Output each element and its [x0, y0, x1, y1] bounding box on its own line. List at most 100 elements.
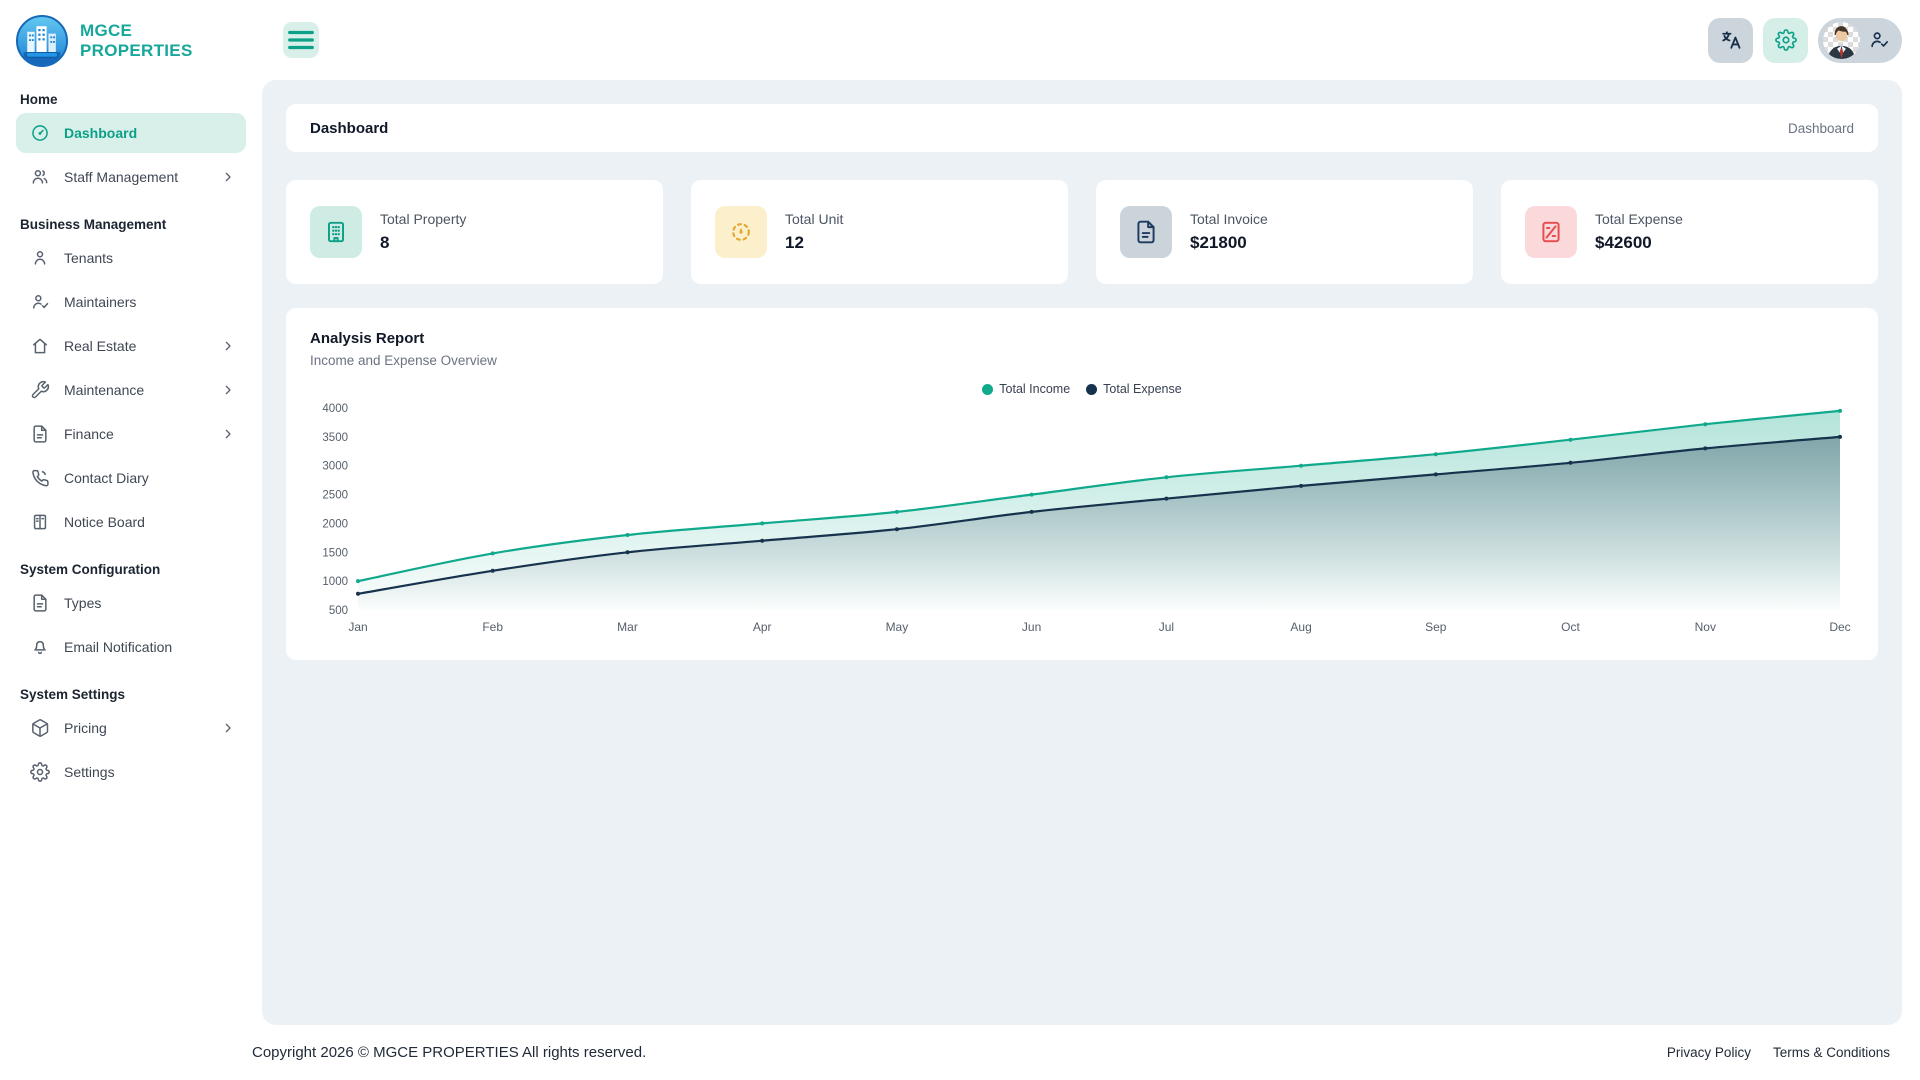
stats-row: Total Property 8 Total Unit 12 Total Invoice… — [286, 180, 1878, 284]
topbar — [262, 0, 1920, 80]
sidebar-item-pricing[interactable]: Pricing — [16, 708, 246, 748]
sidebar-item-label: Notice Board — [64, 514, 145, 530]
sidebar-item-label: Pricing — [64, 720, 107, 736]
sidebar-toggle-button[interactable] — [283, 22, 319, 58]
stat-value: 8 — [380, 233, 390, 252]
stat-value: $42600 — [1595, 233, 1652, 252]
data-point — [356, 579, 360, 584]
sidebar-item-dashboard[interactable]: Dashboard — [16, 113, 246, 153]
avatar — [1823, 21, 1860, 59]
legend-item-total-expense[interactable]: Total Expense — [1086, 382, 1182, 396]
sidebar-item-label: Types — [64, 595, 102, 611]
y-tick-label: 2000 — [322, 518, 348, 530]
dashboard-icon — [30, 123, 50, 143]
stat-text: Total Unit 12 — [785, 211, 843, 253]
sidebar-item-types[interactable]: Types — [16, 583, 246, 623]
sidebar-item-contact-diary[interactable]: Contact Diary — [16, 458, 246, 498]
sidebar-item-staff-management[interactable]: Staff Management — [16, 157, 246, 197]
hamburger-icon — [283, 22, 319, 58]
stat-label: Total Unit — [785, 211, 844, 227]
sidebar-item-finance[interactable]: Finance — [16, 414, 246, 454]
expense-icon — [1525, 206, 1577, 258]
data-point — [1433, 472, 1438, 477]
y-tick-label: 500 — [329, 605, 348, 617]
data-point — [1164, 475, 1169, 480]
data-point — [760, 538, 765, 543]
sidebar-item-maintenance[interactable]: Maintenance — [16, 370, 246, 410]
data-point — [490, 568, 495, 573]
sidebar-item-label: Email Notification — [64, 639, 173, 655]
user-check-icon — [1868, 29, 1890, 51]
data-point — [1029, 492, 1034, 497]
footer-link-terms-and-conditions[interactable]: Terms & Conditions — [1772, 1045, 1890, 1060]
profile-button[interactable] — [1818, 17, 1902, 63]
translate-button[interactable] — [1708, 17, 1753, 63]
stat-card-total-expense[interactable]: Total Expense $42600 — [1501, 180, 1878, 284]
legend-label: Total Expense — [1103, 382, 1182, 396]
legend-dot — [982, 383, 994, 395]
chevron-right-icon — [220, 426, 236, 442]
wrench-icon — [30, 380, 50, 400]
sidebar-item-email-notification[interactable]: Email Notification — [16, 627, 246, 667]
x-tick-label: Jan — [348, 620, 367, 634]
topbar-actions — [1708, 17, 1902, 63]
footer-link-privacy-policy[interactable]: Privacy Policy — [1666, 1045, 1751, 1060]
x-tick-label: Feb — [482, 620, 503, 634]
chevron-right-icon — [220, 382, 236, 398]
legend-item-total-income[interactable]: Total Income — [982, 382, 1070, 396]
y-tick-label: 4000 — [322, 403, 348, 415]
stat-card-total-invoice[interactable]: Total Invoice $21800 — [1096, 180, 1473, 284]
sidebar-section-label-system-settings: System Settings — [20, 687, 126, 702]
data-point — [1433, 452, 1438, 457]
data-point — [1029, 509, 1034, 514]
sidebar-item-label: Settings — [64, 764, 115, 780]
sidebar-item-label: Real Estate — [64, 338, 137, 354]
translate-icon — [1720, 29, 1742, 51]
stat-label: Total Expense — [1595, 211, 1683, 227]
sidebar-item-settings[interactable]: Settings — [16, 752, 246, 792]
stat-label: Total Property — [380, 211, 467, 227]
brand-logo — [16, 15, 68, 67]
data-point — [625, 550, 630, 555]
sidebar-item-maintainers[interactable]: Maintainers — [16, 282, 246, 322]
stat-label: Total Invoice — [1190, 211, 1268, 227]
bell-icon — [30, 637, 50, 657]
sidebar-section-label-business-management: Business Management — [20, 217, 167, 232]
main-content: Dashboard Dashboard Total Property 8 Total… — [262, 80, 1902, 1025]
y-tick-label: 1500 — [322, 547, 348, 559]
sidebar-item-tenants[interactable]: Tenants — [16, 238, 246, 278]
stat-value: 12 — [785, 233, 804, 252]
sidebar-item-label: Staff Management — [64, 169, 179, 185]
settings-button[interactable] — [1763, 17, 1808, 63]
x-tick-label: Aug — [1290, 620, 1311, 634]
sidebar-item-label: Maintainers — [64, 294, 137, 310]
stat-text: Total Expense $42600 — [1595, 211, 1683, 253]
invoice-icon — [1120, 206, 1172, 258]
sidebar-item-notice-board[interactable]: Notice Board — [16, 502, 246, 542]
footer-links: Privacy Policy Terms & Conditions — [1667, 1045, 1890, 1060]
breadcrumb[interactable]: Dashboard — [1787, 120, 1854, 136]
x-tick-label: Oct — [1561, 620, 1580, 634]
data-point — [625, 533, 630, 537]
unit-icon — [715, 206, 767, 258]
user-check-icon — [30, 292, 50, 312]
data-point — [894, 527, 899, 532]
box-icon — [30, 718, 50, 738]
buildings-logo-icon — [23, 26, 61, 65]
x-tick-label: Apr — [753, 620, 772, 634]
stat-card-total-property[interactable]: Total Property 8 — [286, 180, 663, 284]
data-point — [1703, 422, 1708, 427]
data-point — [356, 591, 360, 596]
data-point — [1838, 408, 1842, 413]
sidebar-item-real-estate[interactable]: Real Estate — [16, 326, 246, 366]
chart-title: Analysis Report — [310, 330, 425, 347]
sidebar-section-label-system-configuration: System Configuration — [20, 562, 161, 577]
sidebar-item-label: Tenants — [64, 250, 114, 266]
x-tick-label: Jul — [1159, 620, 1174, 634]
chevron-right-icon — [220, 720, 236, 736]
stat-card-total-unit[interactable]: Total Unit 12 — [691, 180, 1068, 284]
stat-value: $21800 — [1190, 233, 1247, 252]
building-icon — [310, 206, 362, 258]
file-icon — [30, 424, 50, 444]
